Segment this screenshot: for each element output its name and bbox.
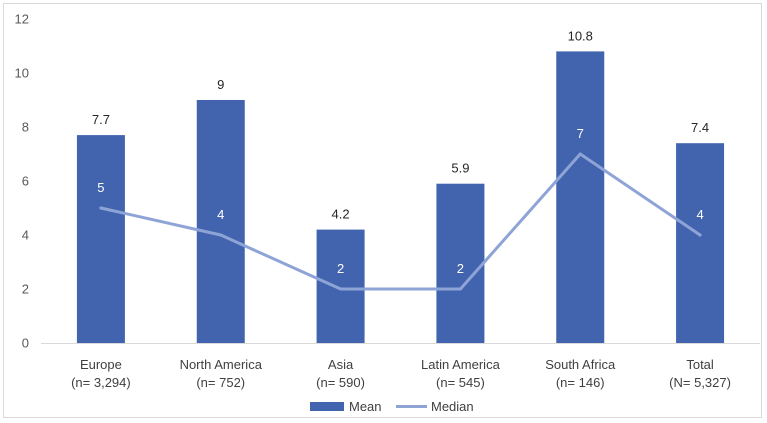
x-category-sublabel: (n= 146) (556, 375, 605, 390)
median-point (698, 233, 702, 237)
mean-bar (196, 100, 245, 343)
y-tick-label: 12 (15, 12, 29, 27)
legend-mean-swatch (310, 402, 344, 411)
mean-data-label: 7.4 (691, 120, 709, 135)
x-category-sublabel: (n= 3,294) (71, 375, 131, 390)
mean-data-label: 4.2 (332, 207, 350, 222)
mean-data-label: 10.8 (568, 28, 593, 43)
y-tick-label: 10 (15, 66, 29, 81)
median-data-label: 2 (337, 261, 344, 276)
legend-median-label: Median (431, 399, 474, 414)
median-data-label: 5 (97, 180, 104, 195)
chart-frame (3, 3, 762, 418)
median-line: 5 4 2 2 7 4 (97, 126, 704, 291)
x-axis: Europe (n= 3,294) North America (n= 752) Asi… (41, 343, 760, 390)
x-category-label: Latin America (421, 357, 501, 372)
x-category-sublabel: (n= 590) (316, 375, 365, 390)
y-tick-label: 6 (22, 174, 29, 189)
legend-mean-label: Mean (349, 399, 382, 414)
x-category-label: Europe (80, 357, 122, 372)
median-data-label: 4 (217, 207, 224, 222)
x-category-label: North America (180, 357, 263, 372)
mean-data-label: 9 (217, 77, 224, 92)
y-tick-label: 8 (22, 120, 29, 135)
x-category-label: South Africa (545, 357, 616, 372)
legend: Mean Median (310, 399, 474, 414)
y-tick-label: 4 (22, 228, 29, 243)
mean-bar (316, 229, 365, 343)
median-point (578, 152, 582, 156)
mean-bar (676, 143, 725, 343)
x-category-sublabel: (n= 545) (436, 375, 485, 390)
mean-data-label: 7.7 (92, 112, 110, 127)
median-data-label: 7 (577, 126, 584, 141)
y-axis: 0 2 4 6 8 10 12 (15, 12, 29, 351)
median-data-label: 2 (457, 261, 464, 276)
mean-bar (76, 135, 125, 343)
median-point (458, 287, 462, 291)
mean-data-label: 5.9 (451, 161, 469, 176)
x-category-label: Total (686, 357, 714, 372)
x-category-sublabel: (N= 5,327) (669, 375, 731, 390)
y-tick-label: 2 (22, 282, 29, 297)
median-point (339, 287, 343, 291)
median-data-label: 4 (696, 207, 703, 222)
median-point (99, 206, 103, 210)
median-point (219, 233, 223, 237)
mean-bar (436, 183, 485, 343)
x-category-label: Asia (328, 357, 354, 372)
x-category-sublabel: (n= 752) (196, 375, 245, 390)
y-tick-label: 0 (22, 336, 29, 351)
mean-bars: 7.7 9 4.2 5.9 10.8 7.4 (76, 28, 725, 344)
median-series-line (99, 152, 702, 291)
mean-bar (556, 51, 605, 344)
